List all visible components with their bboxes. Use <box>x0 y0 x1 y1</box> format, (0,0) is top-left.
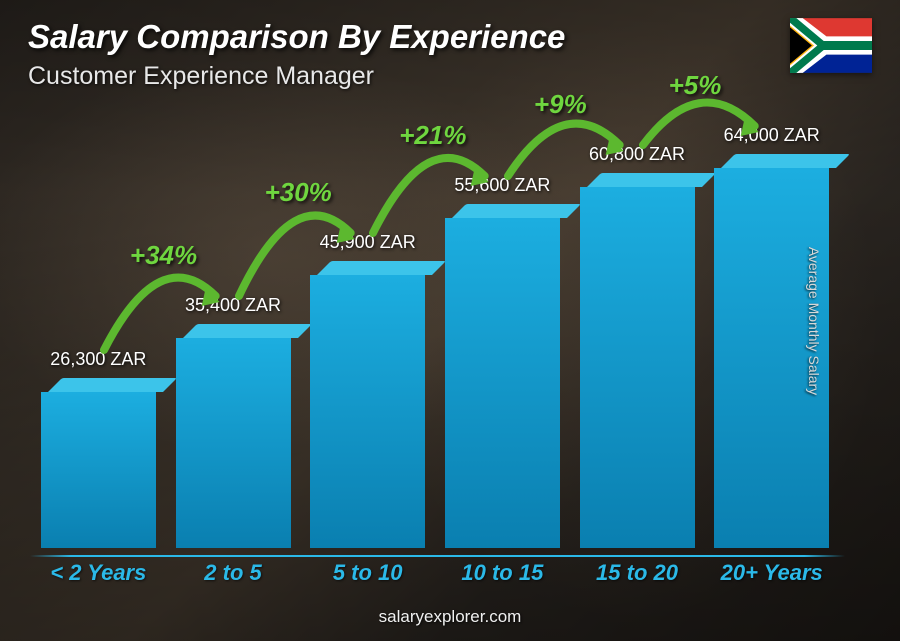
footer-credit: salaryexplorer.com <box>0 607 900 627</box>
pct-increase-label: +9% <box>534 89 587 120</box>
bar <box>176 324 291 548</box>
y-axis-label: Average Monthly Salary <box>806 246 822 394</box>
pct-increase-label: +21% <box>399 120 466 151</box>
bar-value-label: 64,000 ZAR <box>724 125 820 146</box>
bar <box>310 261 425 548</box>
bar <box>445 204 560 548</box>
bar-group: 55,600 ZAR 10 to 15 <box>444 175 561 586</box>
bar-category-label: 2 to 5 <box>204 560 261 586</box>
bar-value-label: 55,600 ZAR <box>454 175 550 196</box>
bar-group: 26,300 ZAR < 2 Years <box>40 349 157 586</box>
bar <box>41 378 156 548</box>
bar <box>580 173 695 548</box>
bar-value-label: 60,800 ZAR <box>589 144 685 165</box>
pct-increase-label: +34% <box>130 240 197 271</box>
country-flag-south-africa <box>790 18 872 73</box>
bar-category-label: 10 to 15 <box>461 560 543 586</box>
bar-value-label: 35,400 ZAR <box>185 295 281 316</box>
bar-category-label: 5 to 10 <box>333 560 403 586</box>
page-title: Salary Comparison By Experience <box>28 18 872 56</box>
bar-chart: 26,300 ZAR < 2 Years 35,400 ZAR 2 to 5 45,90… <box>40 96 830 586</box>
bar-category-label: 20+ Years <box>721 560 823 586</box>
bar-value-label: 26,300 ZAR <box>50 349 146 370</box>
bar-group: 60,800 ZAR 15 to 20 <box>579 144 696 586</box>
bar-value-label: 45,900 ZAR <box>320 232 416 253</box>
bar-group: 45,900 ZAR 5 to 10 <box>309 232 426 586</box>
bar-group: 35,400 ZAR 2 to 5 <box>175 295 292 586</box>
bar-category-label: < 2 Years <box>50 560 146 586</box>
header: Salary Comparison By Experience Customer… <box>28 18 872 91</box>
pct-increase-label: +30% <box>265 177 332 208</box>
bar-category-label: 15 to 20 <box>596 560 678 586</box>
page-subtitle: Customer Experience Manager <box>28 62 872 91</box>
